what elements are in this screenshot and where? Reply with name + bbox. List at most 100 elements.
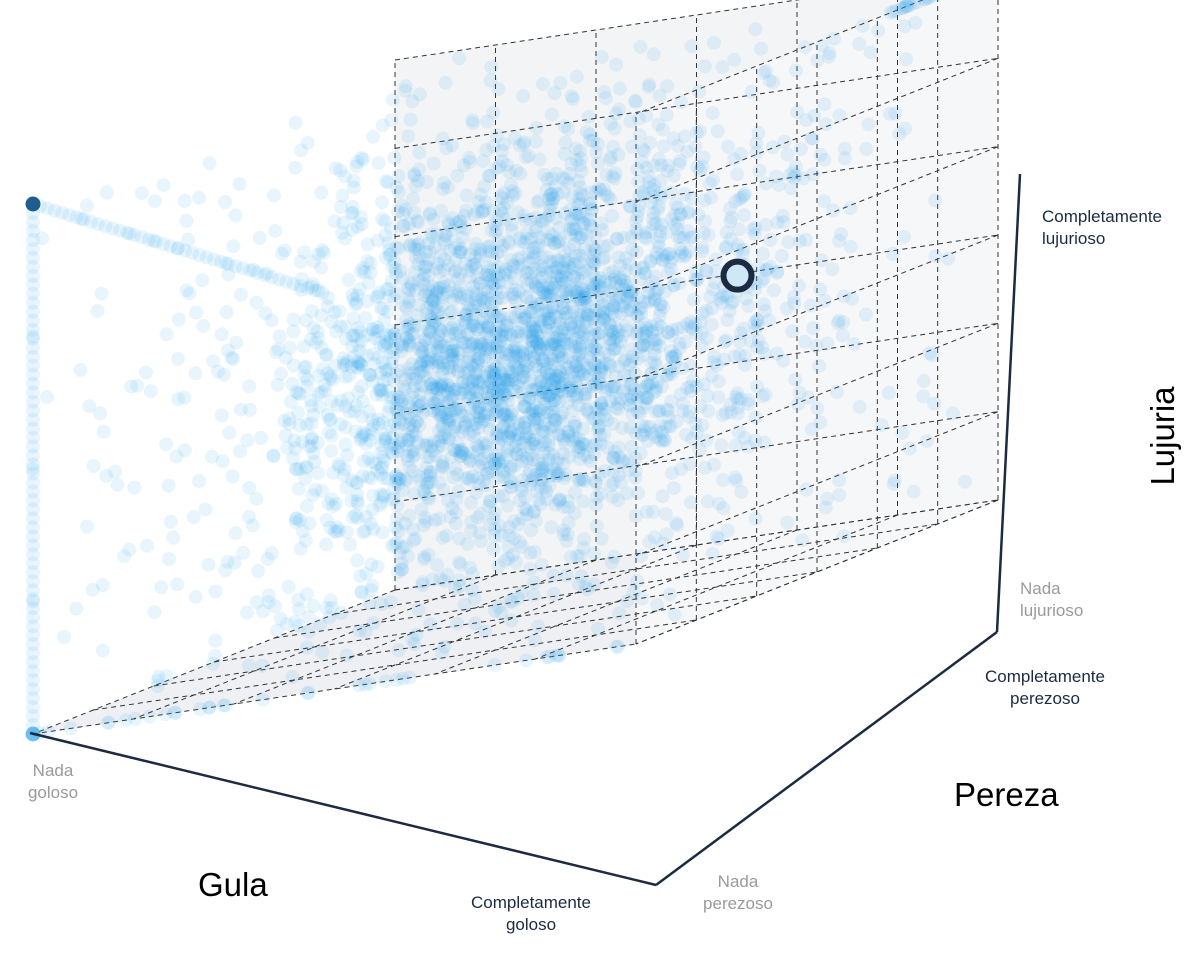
data-point [299, 461, 313, 475]
data-point [398, 79, 413, 94]
data-point [647, 355, 662, 370]
data-point [405, 429, 420, 444]
data-point [338, 231, 353, 246]
data-point [602, 332, 617, 346]
data-point [388, 331, 403, 346]
data-point [670, 518, 685, 533]
data-point [575, 209, 590, 223]
data-point [486, 541, 501, 556]
data-point [606, 325, 621, 340]
data-point [402, 338, 417, 353]
data-point [646, 206, 661, 221]
data-point [663, 364, 678, 379]
data-point [410, 213, 424, 228]
data-point [284, 394, 298, 409]
data-point [428, 513, 443, 528]
data-point [140, 538, 154, 553]
data-point [423, 297, 438, 312]
data-point [413, 359, 428, 374]
data-point [482, 342, 497, 356]
data-point [597, 402, 612, 417]
data-point [555, 301, 570, 316]
data-point [517, 361, 531, 376]
data-point [817, 97, 832, 112]
data-point [57, 630, 72, 644]
y-axis-title: Pereza [954, 776, 1059, 813]
data-point [142, 709, 157, 724]
data-point [517, 420, 532, 435]
data-point [587, 277, 602, 292]
data-point [746, 222, 760, 237]
data-point [426, 300, 441, 315]
data-point [573, 322, 588, 337]
data-point [683, 379, 698, 394]
data-point [588, 357, 603, 372]
data-point [398, 406, 412, 421]
data-point [525, 403, 540, 418]
data-point [469, 339, 484, 353]
data-point [510, 205, 525, 220]
data-point [416, 518, 431, 533]
y-axis-max-label: Completamente perezoso [984, 667, 1105, 708]
data-point [795, 533, 810, 548]
data-point [143, 384, 158, 399]
data-point [559, 568, 574, 583]
data-point [653, 297, 668, 312]
data-point [557, 337, 572, 352]
data-point [323, 412, 338, 427]
data-point [576, 437, 591, 452]
data-point [425, 293, 440, 308]
data-point [272, 329, 287, 344]
data-point [528, 279, 543, 294]
data-point [528, 224, 543, 239]
data-point [242, 379, 257, 394]
data-point [558, 321, 573, 336]
data-point [608, 391, 623, 406]
data-point [643, 254, 658, 269]
data-point [407, 238, 421, 253]
data-point [452, 286, 467, 301]
data-point [491, 488, 506, 503]
data-point [63, 721, 78, 736]
data-point [559, 336, 574, 351]
data-point [519, 226, 534, 241]
data-point [618, 250, 633, 265]
data-point [201, 557, 216, 572]
data-point [592, 283, 606, 298]
data-point [649, 380, 663, 395]
data-point [573, 186, 588, 201]
data-point [515, 345, 530, 360]
data-point [402, 366, 417, 381]
data-point [524, 265, 539, 280]
data-point [444, 409, 459, 424]
data-point [550, 294, 565, 309]
data-point [425, 572, 440, 587]
data-point [458, 415, 473, 430]
data-point [471, 443, 486, 458]
data-point [324, 444, 339, 459]
data-point [617, 282, 632, 297]
data-point [459, 203, 473, 218]
data-point [538, 377, 553, 392]
data-point [666, 131, 681, 146]
data-point [374, 487, 389, 502]
data-point [408, 428, 423, 443]
data-point [303, 393, 318, 408]
data-point [602, 347, 617, 362]
data-point [501, 429, 516, 444]
data-point [831, 313, 846, 328]
data-point [643, 135, 658, 150]
data-point [662, 587, 677, 602]
data-point [606, 300, 621, 315]
data-point [489, 337, 504, 352]
data-point [290, 405, 305, 420]
data-point [606, 264, 620, 279]
data-point [479, 195, 493, 210]
data-point [297, 360, 312, 375]
data-point [506, 290, 521, 305]
data-point [240, 605, 254, 620]
data-point [605, 417, 620, 432]
data-point [311, 368, 326, 383]
data-point [544, 520, 559, 535]
data-point [565, 403, 580, 418]
